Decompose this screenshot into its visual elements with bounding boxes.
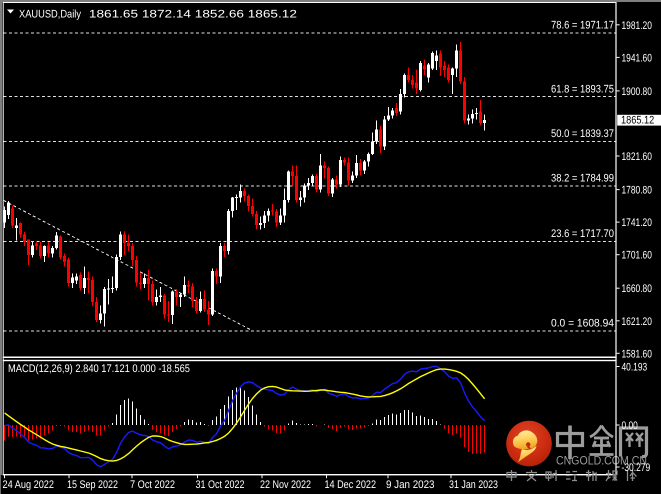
svg-text:7 Oct 2022: 7 Oct 2022 [130,479,175,491]
svg-text:1701.60: 1701.60 [622,250,652,262]
svg-text:CNGOLD.COM.CN: CNGOLD.COM.CN [556,456,647,468]
svg-text:1981.20: 1981.20 [622,20,652,32]
svg-text:1621.20: 1621.20 [622,316,652,328]
svg-text:23.6 = 1717.70: 23.6 = 1717.70 [551,228,614,240]
svg-text:1941.60: 1941.60 [622,52,652,64]
svg-text:61.8 = 1893.75: 61.8 = 1893.75 [551,83,614,95]
svg-text:XAUUSD,Daily: XAUUSD,Daily [19,8,81,20]
svg-text:50.0 = 1839.37: 50.0 = 1839.37 [551,128,614,140]
svg-text:0.00: 0.00 [622,420,638,432]
svg-text:1660.80: 1660.80 [622,283,652,295]
svg-text:1900.80: 1900.80 [622,86,652,98]
svg-text:24 Aug 2022: 24 Aug 2022 [3,479,55,491]
svg-text:31 Jan 2023: 31 Jan 2023 [449,479,498,491]
svg-text:9 Jan 2023: 9 Jan 2023 [386,479,435,491]
svg-text:0.0 = 1608.94: 0.0 = 1608.94 [551,318,614,330]
svg-text:1821.60: 1821.60 [622,151,652,163]
svg-text:1581.60: 1581.60 [622,348,652,360]
svg-text:1865.12: 1865.12 [621,115,654,127]
svg-text:31 Oct 2022: 31 Oct 2022 [196,479,245,491]
svg-text:22 Nov 2022: 22 Nov 2022 [260,479,311,491]
svg-text:40.193: 40.193 [622,362,648,374]
svg-text:MACD(12,26,9) 2.840 17.121 0.0: MACD(12,26,9) 2.840 17.121 0.000 -18.565 [8,363,190,375]
svg-text:1861.65 1872.14 1852.66 1865.1: 1861.65 1872.14 1852.66 1865.12 [89,8,297,20]
svg-text:15 Sep 2022: 15 Sep 2022 [67,479,118,491]
svg-text:78.6 = 1971.17: 78.6 = 1971.17 [551,20,614,32]
svg-text:1780.80: 1780.80 [622,185,652,197]
svg-text:1741.20: 1741.20 [622,217,652,229]
svg-text:-30.279: -30.279 [622,462,651,474]
svg-text:38.2 = 1784.99: 38.2 = 1784.99 [551,173,614,185]
svg-text:14 Dec 2022: 14 Dec 2022 [325,479,377,491]
